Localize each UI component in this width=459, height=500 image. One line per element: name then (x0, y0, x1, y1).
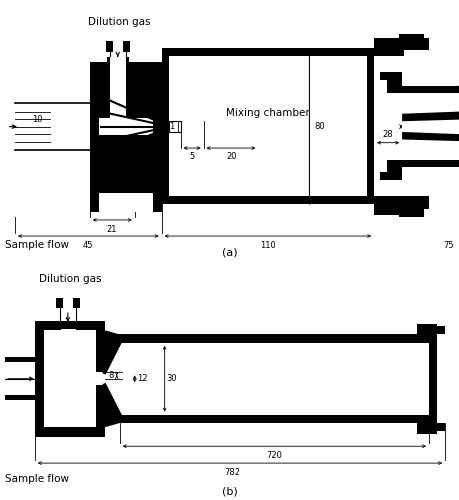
Bar (107, 57, 129, 66)
Bar (380, 172, 402, 180)
Bar (99, 135, 153, 184)
Bar (168, 121, 180, 132)
Bar (90, 193, 99, 212)
Bar (35, 321, 105, 436)
Bar (399, 34, 424, 43)
Polygon shape (402, 132, 459, 142)
Bar (437, 423, 445, 432)
Text: Mixing chamber: Mixing chamber (226, 108, 310, 118)
Bar (105, 334, 429, 343)
Bar (399, 208, 424, 216)
Bar (168, 121, 180, 132)
Bar (44, 372, 105, 385)
Text: 60: 60 (457, 86, 459, 94)
Text: (a): (a) (222, 247, 237, 257)
Bar (402, 160, 459, 168)
Bar (404, 196, 429, 209)
Bar (5, 356, 35, 362)
Bar (60, 329, 76, 372)
Bar (162, 196, 374, 204)
Text: 45: 45 (83, 242, 94, 250)
Bar (437, 326, 445, 334)
Bar (90, 193, 162, 212)
Bar (153, 193, 162, 212)
Bar (374, 38, 404, 56)
Text: Dilution gas: Dilution gas (89, 17, 151, 27)
Bar (5, 394, 35, 400)
Bar (417, 414, 437, 434)
Text: 28: 28 (383, 130, 393, 140)
Bar (110, 57, 126, 118)
Bar (56, 298, 63, 308)
Text: 10: 10 (32, 116, 42, 124)
Text: 8: 8 (404, 122, 409, 131)
Bar (162, 48, 168, 204)
Bar (99, 72, 153, 184)
Text: Sample flow: Sample flow (5, 240, 69, 250)
Polygon shape (105, 385, 120, 427)
Bar (123, 41, 130, 51)
Text: 30: 30 (167, 374, 177, 383)
Bar (44, 330, 96, 427)
Bar (404, 38, 429, 51)
Text: 80: 80 (314, 122, 325, 130)
Bar (417, 324, 437, 343)
Text: 75: 75 (444, 242, 454, 250)
Bar (162, 48, 374, 56)
Bar (105, 414, 429, 423)
Text: 12: 12 (137, 374, 147, 383)
Bar (402, 86, 459, 94)
Text: 20: 20 (226, 152, 237, 162)
Text: 1: 1 (169, 122, 174, 131)
Text: Sample flow: Sample flow (5, 474, 69, 484)
Text: 110: 110 (260, 242, 276, 250)
Text: 8: 8 (108, 371, 114, 380)
Bar (402, 94, 459, 160)
Text: Dilution gas: Dilution gas (39, 274, 101, 284)
Bar (73, 298, 80, 308)
Bar (90, 62, 162, 193)
Bar (374, 196, 404, 214)
Bar (387, 73, 402, 94)
Bar (99, 72, 153, 118)
Text: 21: 21 (106, 226, 117, 234)
Bar (429, 334, 437, 423)
Polygon shape (105, 330, 120, 372)
Text: 5: 5 (190, 152, 195, 162)
Bar (367, 48, 374, 204)
Bar (380, 72, 402, 80)
Text: 720: 720 (267, 452, 282, 460)
Text: 782: 782 (224, 468, 240, 477)
Bar (387, 160, 402, 180)
Text: (b): (b) (222, 486, 237, 496)
Bar (106, 41, 113, 51)
Polygon shape (402, 110, 459, 121)
